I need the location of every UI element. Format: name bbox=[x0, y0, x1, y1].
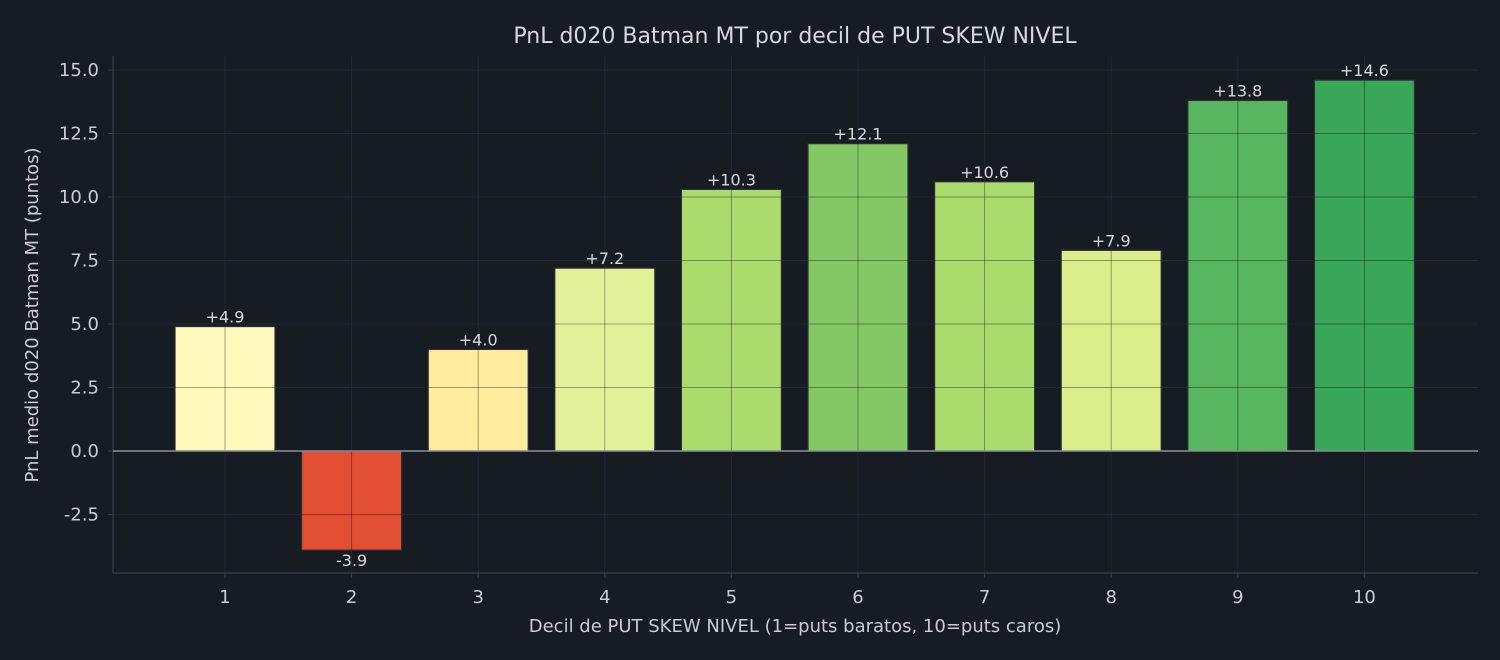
data-label: +12.1 bbox=[833, 125, 882, 144]
x-tick-label: 8 bbox=[1105, 587, 1116, 608]
x-tick-label: 10 bbox=[1353, 587, 1376, 608]
bar-6 bbox=[807, 143, 909, 452]
data-label: +7.2 bbox=[585, 249, 624, 268]
data-label: +14.6 bbox=[1340, 61, 1389, 80]
bars bbox=[174, 79, 1416, 551]
data-label: +4.0 bbox=[459, 330, 498, 349]
y-ticks: 15.0 12.5 10.0 7.5 5.0 2.5 0.0 -2.5 bbox=[59, 60, 113, 526]
bar-grid-overlay bbox=[175, 80, 1415, 551]
x-tick-label: 1 bbox=[219, 587, 230, 608]
x-tick-label: 6 bbox=[852, 587, 863, 608]
chart-title: PnL d020 Batman MT por decil de PUT SKEW… bbox=[513, 24, 1077, 49]
y-tick-label: 12.5 bbox=[59, 123, 99, 144]
bar-5 bbox=[680, 188, 783, 452]
x-tick-label: 3 bbox=[472, 587, 483, 608]
bar-7 bbox=[933, 181, 1036, 452]
x-tick-label: 5 bbox=[726, 587, 737, 608]
y-tick-label: 7.5 bbox=[70, 251, 99, 272]
y-axis-label: PnL medio d020 Batman MT (puntos) bbox=[22, 147, 43, 482]
x-tick-label: 9 bbox=[1232, 587, 1243, 608]
y-tick-label: 15.0 bbox=[59, 60, 99, 81]
x-tick-label: 4 bbox=[599, 587, 610, 608]
data-label: +13.8 bbox=[1213, 81, 1262, 100]
x-axis-label: Decil de PUT SKEW NIVEL (1=puts baratos,… bbox=[529, 616, 1062, 637]
bar-3 bbox=[427, 348, 529, 452]
data-label: +10.6 bbox=[960, 163, 1009, 182]
bar-10 bbox=[1313, 79, 1416, 452]
bar-4 bbox=[554, 267, 656, 452]
y-tick-label: 5.0 bbox=[70, 314, 99, 335]
y-tick-label: 0.0 bbox=[70, 441, 99, 462]
bar-8 bbox=[1060, 249, 1162, 452]
axes bbox=[112, 56, 1478, 574]
y-tick-label: 2.5 bbox=[70, 378, 99, 399]
x-tick-label: 7 bbox=[979, 587, 990, 608]
x-tick-label: 2 bbox=[346, 587, 357, 608]
bar-1 bbox=[174, 325, 276, 452]
y-tick-label: -2.5 bbox=[64, 505, 99, 526]
data-label: +4.9 bbox=[206, 308, 245, 327]
x-ticks: 1 2 3 4 5 6 7 8 9 10 bbox=[219, 573, 1376, 608]
data-label: +10.3 bbox=[707, 170, 756, 189]
data-labels: +4.9 -3.9 +4.0 +7.2 +10.3 +12.1 +10.6 +7.9 +13.8… bbox=[206, 61, 1389, 570]
y-tick-label: 10.0 bbox=[59, 187, 99, 208]
data-label: -3.9 bbox=[336, 551, 367, 570]
bar-9 bbox=[1187, 99, 1289, 452]
data-label: +7.9 bbox=[1092, 231, 1131, 250]
